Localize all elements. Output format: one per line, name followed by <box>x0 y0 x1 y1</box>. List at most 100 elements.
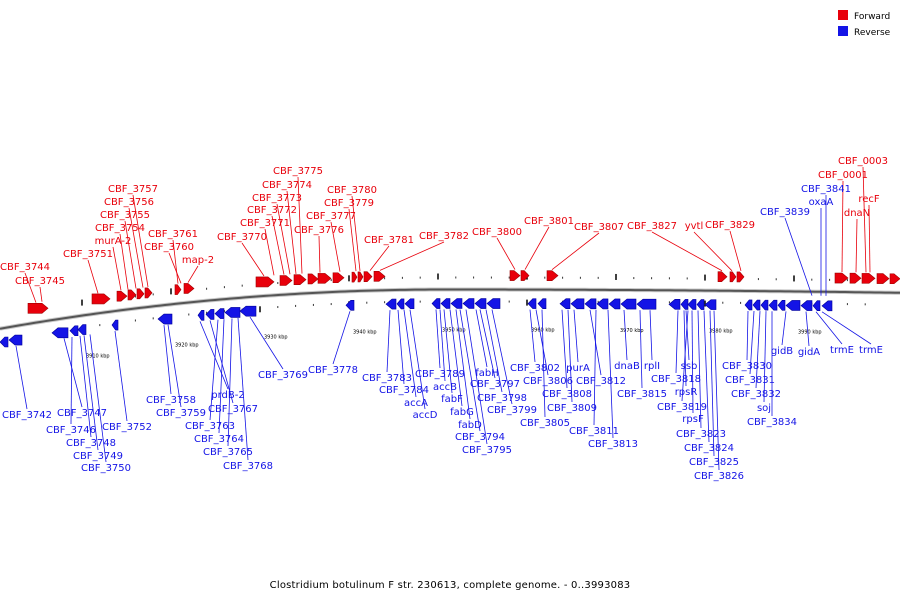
gene-label-cbf-3751[interactable]: CBF_3751 <box>63 249 113 260</box>
gene-label-cbf-3805[interactable]: CBF_3805 <box>520 418 570 429</box>
gene-label-map-2[interactable]: map-2 <box>182 255 214 266</box>
forward-gene-arrow[interactable] <box>520 270 530 281</box>
reverse-gene-arrow[interactable] <box>687 299 697 310</box>
reverse-gene-arrow[interactable] <box>51 327 69 339</box>
reverse-gene-arrow[interactable] <box>570 298 585 310</box>
gene-label-cbf-3815[interactable]: CBF_3815 <box>617 389 667 400</box>
reverse-gene-arrow[interactable] <box>608 298 621 310</box>
gene-label-cbf-3826[interactable]: CBF_3826 <box>694 471 744 482</box>
gene-label-cbf-3769[interactable]: CBF_3769 <box>258 370 308 381</box>
forward-gene-arrow[interactable] <box>174 284 182 295</box>
gene-label-gida[interactable]: gidA <box>798 347 820 358</box>
forward-gene-arrow[interactable] <box>317 273 332 284</box>
gene-label-cbf-3773[interactable]: CBF_3773 <box>252 193 302 204</box>
gene-label-mura-2[interactable]: murA-2 <box>95 236 132 247</box>
forward-gene-arrow[interactable] <box>363 271 373 282</box>
reverse-gene-arrow[interactable] <box>214 308 225 319</box>
reverse-gene-arrow[interactable] <box>620 298 637 310</box>
gene-label-cbf-3759[interactable]: CBF_3759 <box>156 408 206 419</box>
gene-label-cbf-3807[interactable]: CBF_3807 <box>574 222 624 233</box>
reverse-gene-arrow[interactable] <box>668 299 681 310</box>
reverse-gene-arrow[interactable] <box>111 319 119 331</box>
gene-label-dnab[interactable]: dnaB <box>614 361 640 372</box>
gene-label-cbf-3777[interactable]: CBF_3777 <box>306 211 356 222</box>
gene-label-cbf-3827[interactable]: CBF_3827 <box>627 221 677 232</box>
gene-label-cbf-3771[interactable]: CBF_3771 <box>240 218 290 229</box>
forward-gene-arrow[interactable] <box>357 271 364 283</box>
gene-label-soj[interactable]: soj <box>757 403 771 414</box>
gene-label-fabg[interactable]: fabG <box>450 407 474 418</box>
forward-gene-arrow[interactable] <box>293 274 307 285</box>
gene-label-cbf-3832[interactable]: CBF_3832 <box>731 389 781 400</box>
gene-label-recf[interactable]: recF <box>858 194 880 205</box>
reverse-gene-arrow[interactable] <box>537 298 547 309</box>
gene-label-oxaa[interactable]: oxaA <box>809 197 834 208</box>
forward-gene-arrow[interactable] <box>27 302 49 314</box>
gene-label-cbf-3745[interactable]: CBF_3745 <box>15 276 65 287</box>
forward-gene-arrow[interactable] <box>136 288 145 300</box>
forward-gene-arrow[interactable] <box>861 273 876 284</box>
reverse-gene-arrow[interactable] <box>785 300 801 311</box>
gene-label-rpsf[interactable]: rpsF <box>682 414 704 425</box>
gene-label-cbf-3749[interactable]: CBF_3749 <box>73 451 123 462</box>
reverse-gene-arrow[interactable] <box>450 298 463 309</box>
gene-label-cbf-3811[interactable]: CBF_3811 <box>569 426 619 437</box>
gene-label-cbf-3746[interactable]: CBF_3746 <box>46 425 96 436</box>
gene-label-cbf-3757[interactable]: CBF_3757 <box>108 184 158 195</box>
gene-label-cbf-3801[interactable]: CBF_3801 <box>524 216 574 227</box>
gene-label-cbf-3742[interactable]: CBF_3742 <box>2 410 52 421</box>
gene-label-trme[interactable]: trmE <box>830 345 854 356</box>
gene-label-cbf-3839[interactable]: CBF_3839 <box>760 207 810 218</box>
gene-label-cbf-3779[interactable]: CBF_3779 <box>324 198 374 209</box>
reverse-gene-arrow[interactable] <box>744 299 753 311</box>
reverse-gene-arrow[interactable] <box>224 307 241 318</box>
gene-label-cbf-0003[interactable]: CBF_0003 <box>838 156 888 167</box>
gene-label-fabd[interactable]: fabD <box>458 420 482 431</box>
reverse-gene-arrow[interactable] <box>474 298 487 309</box>
gene-label-cbf-3772[interactable]: CBF_3772 <box>247 205 297 216</box>
reverse-gene-arrow[interactable] <box>197 309 205 321</box>
gene-label-accb[interactable]: accB <box>433 382 457 393</box>
reverse-gene-arrow[interactable] <box>431 298 441 309</box>
forward-gene-arrow[interactable] <box>889 273 900 285</box>
forward-gene-arrow[interactable] <box>255 276 275 288</box>
gene-label-cbf-3829[interactable]: CBF_3829 <box>705 220 755 231</box>
forward-gene-arrow[interactable] <box>116 290 128 302</box>
gene-label-cbf-3754[interactable]: CBF_3754 <box>95 223 145 234</box>
gene-label-dnan[interactable]: dnaN <box>844 208 870 219</box>
reverse-gene-arrow[interactable] <box>584 298 597 310</box>
gene-label-cbf-3755[interactable]: CBF_3755 <box>100 210 150 221</box>
reverse-gene-arrow[interactable] <box>752 299 761 311</box>
gene-label-cbf-3809[interactable]: CBF_3809 <box>547 403 597 414</box>
forward-gene-arrow[interactable] <box>729 271 737 283</box>
gene-label-cbf-3774[interactable]: CBF_3774 <box>262 180 312 191</box>
reverse-gene-arrow[interactable] <box>812 300 821 312</box>
gene-label-fabh[interactable]: fabH <box>475 368 499 379</box>
gene-label-cbf-3819[interactable]: CBF_3819 <box>657 402 707 413</box>
gene-label-rpli[interactable]: rplI <box>644 361 660 372</box>
reverse-gene-arrow[interactable] <box>527 298 537 309</box>
gene-label-cbf-3823[interactable]: CBF_3823 <box>676 429 726 440</box>
gene-label-cbf-3744[interactable]: CBF_3744 <box>0 262 50 273</box>
gene-label-cbf-3778[interactable]: CBF_3778 <box>308 365 358 376</box>
reverse-gene-arrow[interactable] <box>396 298 405 310</box>
gene-label-cbf-3780[interactable]: CBF_3780 <box>327 185 377 196</box>
gene-label-cbf-3795[interactable]: CBF_3795 <box>462 445 512 456</box>
reverse-gene-arrow[interactable] <box>636 298 657 310</box>
reverse-gene-arrow[interactable] <box>239 305 257 317</box>
gene-label-cbf-3776[interactable]: CBF_3776 <box>294 225 344 236</box>
reverse-gene-arrow[interactable] <box>77 324 87 335</box>
forward-gene-arrow[interactable] <box>876 273 890 284</box>
reverse-gene-arrow[interactable] <box>69 325 79 337</box>
forward-gene-arrow[interactable] <box>351 271 358 283</box>
reverse-gene-arrow[interactable] <box>404 298 415 310</box>
gene-label-cbf-3758[interactable]: CBF_3758 <box>146 395 196 406</box>
gene-label-yvtl[interactable]: yvtl <box>685 221 704 232</box>
gene-label-cbf-3765[interactable]: CBF_3765 <box>203 447 253 458</box>
gene-label-cbf-3760[interactable]: CBF_3760 <box>144 242 194 253</box>
gene-label-rpsr[interactable]: rpsR <box>675 387 698 398</box>
gene-label-cbf-3781[interactable]: CBF_3781 <box>364 235 414 246</box>
gene-label-cbf-3802[interactable]: CBF_3802 <box>510 363 560 374</box>
forward-gene-arrow[interactable] <box>834 272 849 284</box>
forward-gene-arrow[interactable] <box>717 271 728 283</box>
